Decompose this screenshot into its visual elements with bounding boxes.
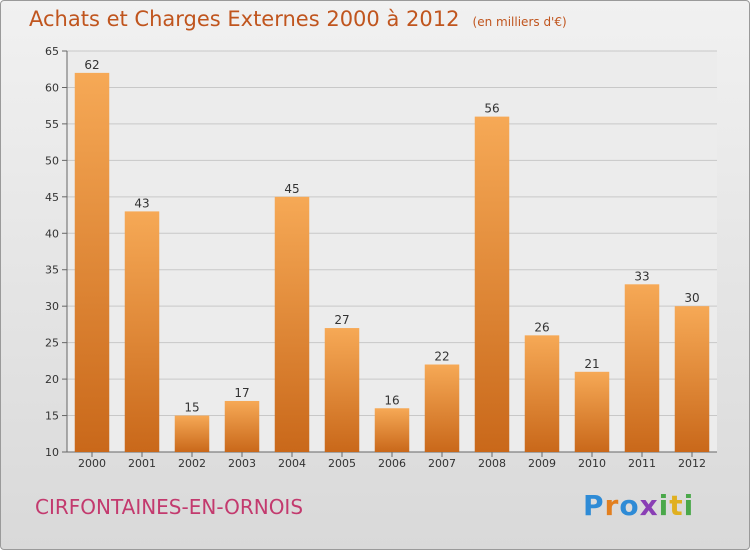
data-label-2007: 22 — [434, 350, 449, 364]
data-label-2009: 26 — [534, 320, 549, 334]
data-label-2004: 45 — [284, 182, 299, 196]
data-label-2006: 16 — [384, 393, 399, 407]
x-tick-label-2009: 2009 — [528, 457, 556, 470]
y-tick-label: 25 — [45, 337, 59, 350]
x-tick-label-2000: 2000 — [78, 457, 106, 470]
bar-2002 — [174, 415, 210, 452]
data-label-2010: 21 — [584, 357, 599, 371]
plot-area — [67, 51, 717, 452]
logo-letter: i — [658, 489, 670, 522]
data-label-2008: 56 — [484, 102, 499, 116]
x-tick-label-2002: 2002 — [178, 457, 206, 470]
x-tick-label-2003: 2003 — [228, 457, 256, 470]
data-label-2001: 43 — [134, 196, 149, 210]
logo-letter: i — [683, 489, 695, 522]
bar-2010 — [574, 371, 610, 452]
y-tick-label: 30 — [45, 300, 59, 313]
bar-2012 — [674, 306, 710, 452]
bar-2001 — [124, 211, 160, 452]
chart-subtitle: (en milliers d'€) — [472, 15, 567, 29]
bar-2008 — [474, 116, 510, 453]
data-label-2002: 15 — [184, 401, 199, 415]
y-tick-label: 20 — [45, 373, 59, 386]
bar-2000 — [74, 72, 110, 452]
x-tick-label-2006: 2006 — [378, 457, 406, 470]
logo-letter: r — [604, 489, 620, 522]
y-tick-label: 50 — [45, 154, 59, 167]
bar-2006 — [374, 408, 410, 452]
y-tick-label: 45 — [45, 191, 59, 204]
y-tick-label: 65 — [45, 45, 59, 58]
y-tick-label: 40 — [45, 227, 59, 240]
y-tick-label: 35 — [45, 264, 59, 277]
x-tick-label-2001: 2001 — [128, 457, 156, 470]
bar-2003 — [224, 400, 260, 452]
logo-letter: x — [639, 489, 659, 522]
x-tick-label-2010: 2010 — [578, 457, 606, 470]
y-tick-label: 15 — [45, 410, 59, 423]
x-tick-label-2005: 2005 — [328, 457, 356, 470]
bar-2011 — [624, 284, 660, 452]
logo-letter: P — [583, 489, 605, 522]
logo-letter: o — [619, 489, 640, 522]
bar-2009 — [524, 335, 560, 452]
x-tick-label-2007: 2007 — [428, 457, 456, 470]
x-tick-label-2008: 2008 — [478, 457, 506, 470]
data-label-2000: 62 — [84, 58, 99, 72]
x-tick-label-2011: 2011 — [628, 457, 656, 470]
data-label-2003: 17 — [234, 386, 249, 400]
data-label-2005: 27 — [334, 313, 349, 327]
bar-2005 — [324, 328, 360, 452]
bar-2004 — [274, 196, 310, 452]
y-tick-label: 55 — [45, 118, 59, 131]
x-tick-label-2012: 2012 — [678, 457, 706, 470]
logo-letter: t — [669, 489, 684, 522]
data-label-2012: 30 — [684, 291, 699, 305]
chart-title-block: Achats et Charges Externes 2000 à 2012 (… — [29, 7, 567, 31]
x-tick-label-2004: 2004 — [278, 457, 306, 470]
chart-title: Achats et Charges Externes 2000 à 2012 — [29, 7, 460, 31]
y-tick-label: 60 — [45, 81, 59, 94]
data-label-2011: 33 — [634, 269, 649, 283]
proxiti-logo[interactable]: Proxiti — [583, 489, 694, 522]
commune-name: CIRFONTAINES-EN-ORNOIS — [35, 495, 304, 519]
y-tick-label: 10 — [45, 446, 59, 459]
bar-2007 — [424, 364, 460, 452]
